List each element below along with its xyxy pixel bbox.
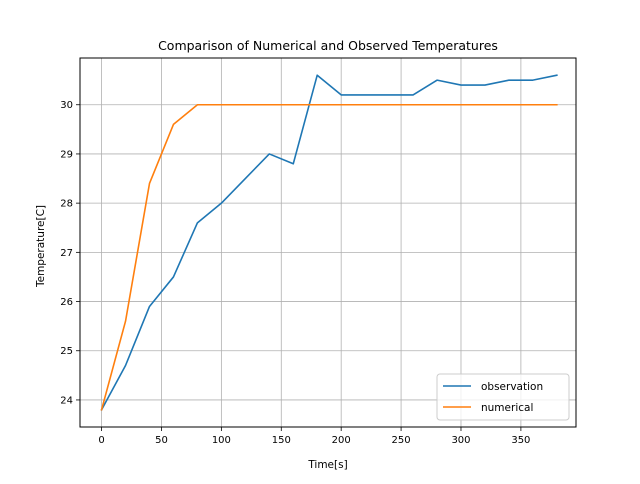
series-line-observation [100, 74, 558, 411]
legend-label-observation: observation [481, 381, 543, 393]
x-tick-label: 0 [98, 435, 104, 446]
y-tick-label: 25 [60, 346, 73, 357]
chart-title: Comparison of Numerical and Observed Tem… [158, 38, 498, 53]
x-tick-label: 100 [212, 435, 231, 446]
series-lines [100, 74, 558, 411]
x-tick-label: 250 [392, 435, 411, 446]
y-tick-label: 27 [60, 248, 73, 259]
y-tick-label: 29 [60, 149, 73, 160]
x-tick-label: 300 [451, 435, 470, 446]
grid [80, 58, 576, 427]
legend: observation numerical [436, 373, 570, 421]
y-axis-label: Temperature[C] [35, 205, 47, 288]
plot-frame [79, 57, 577, 428]
y-tick-label: 24 [60, 395, 73, 406]
y-tick-label: 30 [60, 100, 73, 111]
x-tick-label: 150 [272, 435, 291, 446]
x-axis-label: Time[s] [307, 459, 347, 471]
series-line-numerical [100, 103, 558, 411]
x-tick-label: 50 [155, 435, 168, 446]
x-tick-label: 350 [511, 435, 530, 446]
legend-label-numerical: numerical [481, 402, 533, 414]
axis-ticks: 0 50 100 150 200 250 300 350 24 25 26 27 28 29 30 [60, 100, 530, 446]
y-tick-label: 28 [60, 199, 73, 210]
y-tick-label: 26 [60, 297, 73, 308]
x-tick-label: 200 [332, 435, 351, 446]
